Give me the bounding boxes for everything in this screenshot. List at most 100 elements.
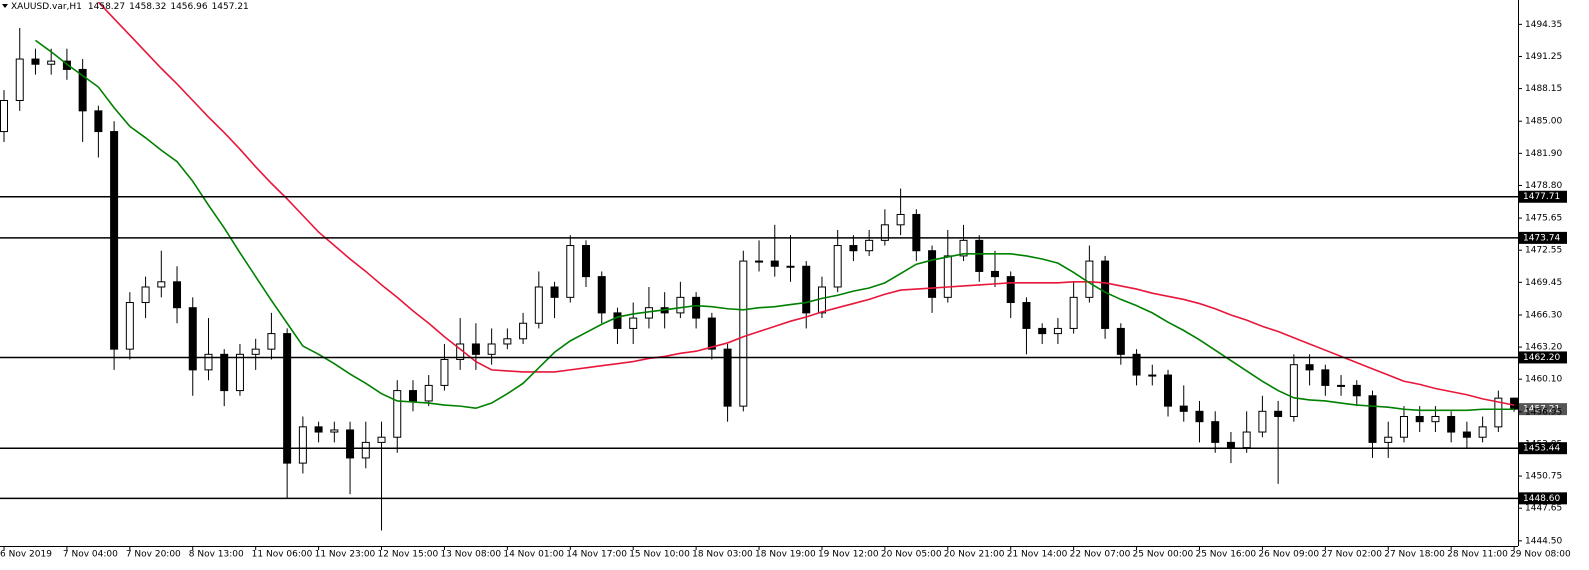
y-tick-label: 1463.20 bbox=[1525, 343, 1562, 353]
candle-body bbox=[235, 353, 244, 392]
x-tick-label: 20 Nov 05:00 bbox=[881, 550, 942, 560]
level-price-box bbox=[1519, 231, 1567, 244]
candle-body bbox=[943, 255, 952, 298]
y-tick-label: 1481.90 bbox=[1525, 149, 1562, 159]
candle-body bbox=[896, 213, 905, 226]
candle-body bbox=[1321, 369, 1330, 386]
candle-body bbox=[1069, 296, 1078, 329]
level-price-label: 1462.20 bbox=[1523, 353, 1560, 363]
header-arrow bbox=[2, 4, 8, 8]
x-tick-label: 27 Nov 02:00 bbox=[1321, 550, 1382, 560]
candle-body bbox=[534, 286, 543, 324]
candle-body bbox=[739, 260, 748, 407]
candle-body bbox=[471, 343, 480, 355]
candle-body bbox=[1258, 410, 1267, 433]
y-tick-label: 1466.30 bbox=[1525, 310, 1562, 320]
x-tick-label: 14 Nov 17:00 bbox=[566, 550, 627, 560]
level-price-label: 1477.71 bbox=[1523, 192, 1560, 202]
x-tick-label: 25 Nov 00:00 bbox=[1133, 550, 1194, 560]
candle-body bbox=[251, 348, 260, 355]
y-tick-label: 1460.10 bbox=[1525, 375, 1562, 385]
candle-body bbox=[1415, 415, 1424, 423]
candle-body bbox=[1431, 415, 1440, 423]
current-price-box bbox=[1519, 403, 1567, 416]
last-open: 1458.27 bbox=[88, 2, 125, 12]
moving-average bbox=[97, 1, 1515, 406]
candle-body bbox=[1164, 374, 1173, 407]
candle-body bbox=[802, 265, 811, 314]
candle-body bbox=[1101, 260, 1110, 329]
candle-body bbox=[188, 307, 197, 371]
candle-body bbox=[1085, 260, 1094, 298]
candle-body bbox=[613, 312, 622, 329]
candle-body bbox=[865, 239, 874, 252]
candle-body bbox=[173, 281, 182, 309]
level-price-box bbox=[1519, 442, 1567, 455]
candle-body bbox=[519, 322, 528, 340]
x-tick-label: 26 Nov 09:00 bbox=[1258, 550, 1319, 560]
y-tick-label: 1453.85 bbox=[1525, 439, 1562, 449]
x-tick-label: 29 Nov 08:00 bbox=[1510, 550, 1571, 560]
candle-body bbox=[157, 281, 166, 288]
candle-body bbox=[125, 302, 134, 350]
candle-body bbox=[393, 390, 402, 438]
candle-body bbox=[377, 436, 386, 443]
candle-body bbox=[975, 239, 984, 272]
candle-body bbox=[692, 296, 701, 319]
level-price-box bbox=[1519, 492, 1567, 505]
candle-body bbox=[1462, 431, 1471, 438]
y-tick-label: 1469.45 bbox=[1525, 278, 1562, 288]
x-tick-label: 28 Nov 11:00 bbox=[1447, 550, 1508, 560]
candle-body bbox=[62, 60, 71, 70]
candle-body bbox=[503, 338, 512, 345]
x-tick-label: 7 Nov 20:00 bbox=[126, 550, 181, 560]
candle-body bbox=[990, 270, 999, 278]
y-tick-label: 1475.65 bbox=[1525, 214, 1562, 224]
candle-body bbox=[817, 286, 826, 314]
candle-body bbox=[220, 353, 229, 392]
candle-body bbox=[361, 441, 370, 459]
last-low: 1456.96 bbox=[170, 2, 207, 12]
candle-body bbox=[723, 348, 732, 407]
x-tick-label: 22 Nov 07:00 bbox=[1070, 550, 1131, 560]
candle-body bbox=[1447, 415, 1456, 433]
candle-body bbox=[298, 426, 307, 464]
y-tick-label: 1494.35 bbox=[1525, 20, 1562, 30]
candle-body bbox=[1022, 302, 1031, 329]
candle-body bbox=[629, 317, 638, 329]
moving-average bbox=[34, 39, 1515, 412]
level-price-label: 1473.74 bbox=[1523, 233, 1560, 243]
candle-body bbox=[346, 429, 355, 459]
candle-body bbox=[1132, 353, 1141, 376]
candle-body bbox=[1179, 405, 1188, 412]
x-tick-label: 7 Nov 04:00 bbox=[63, 550, 118, 560]
candle-body bbox=[408, 390, 417, 402]
x-tick-label: 6 Nov 2019 bbox=[0, 550, 52, 560]
candle-body bbox=[1195, 410, 1204, 423]
candle-body bbox=[1368, 395, 1377, 443]
candle-body bbox=[1038, 327, 1047, 335]
x-tick-label: 13 Nov 08:00 bbox=[440, 550, 501, 560]
last-high: 1458.32 bbox=[129, 2, 166, 12]
candle-body bbox=[1242, 431, 1251, 449]
overlay: 1477.71 1473.74 1462.20 1453.44 1448.60 1457.… bbox=[1519, 190, 1567, 505]
candle-body bbox=[110, 131, 119, 350]
candle-body bbox=[1510, 397, 1518, 410]
x-tick-label: 15 Nov 10:00 bbox=[629, 550, 690, 560]
current-price-label: 1457.21 bbox=[1523, 405, 1560, 415]
candle-body bbox=[1384, 436, 1393, 443]
x-tick-label: 11 Nov 06:00 bbox=[252, 550, 313, 560]
candle-body bbox=[1305, 364, 1314, 371]
x-tick-label: 25 Nov 16:00 bbox=[1195, 550, 1256, 560]
candle-body bbox=[912, 213, 921, 252]
candle-body bbox=[566, 245, 575, 298]
candle-body bbox=[314, 426, 323, 433]
candle-body bbox=[47, 60, 56, 65]
candle-body bbox=[833, 245, 842, 288]
x-tick-label: 18 Nov 03:00 bbox=[692, 550, 753, 560]
candle-body bbox=[1478, 426, 1487, 438]
candle-body bbox=[1289, 364, 1298, 417]
candle-body bbox=[770, 260, 779, 267]
plot-area bbox=[0, 1, 1518, 531]
